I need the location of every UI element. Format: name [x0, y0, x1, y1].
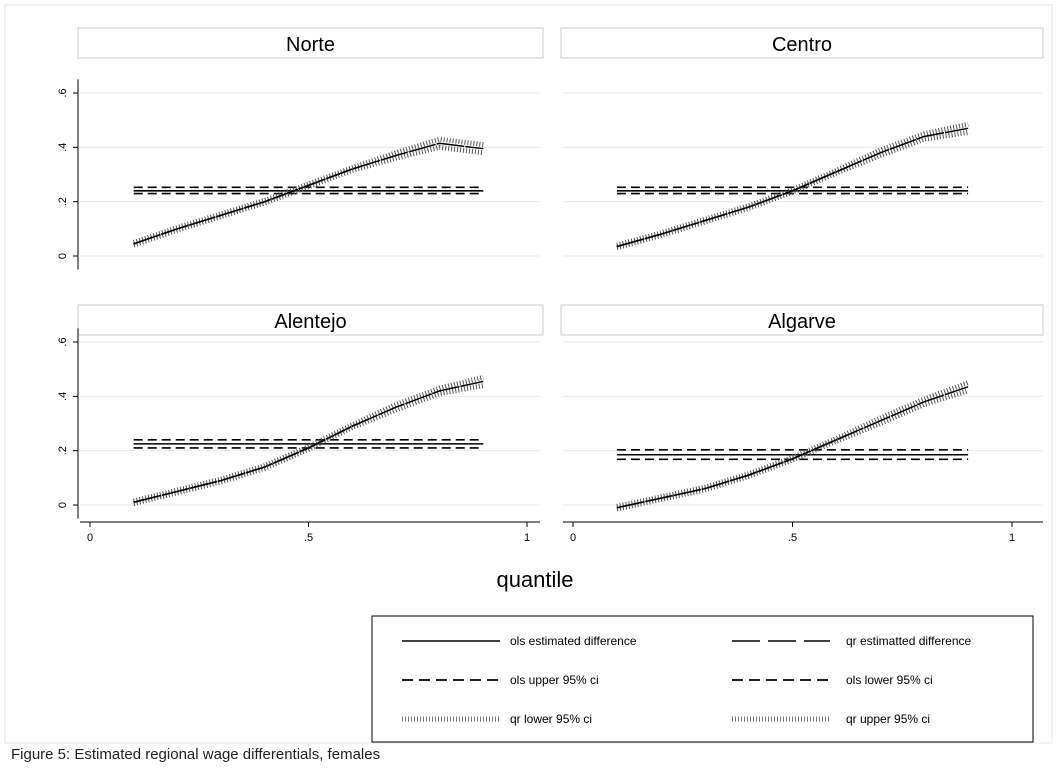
y-tick-label: 0: [57, 502, 69, 508]
qr-lower-ci-line: [616, 388, 969, 512]
qr-estimated-line: [616, 127, 969, 248]
legend-box: [371, 615, 1034, 743]
legend-label: ols upper 95% ci: [510, 673, 599, 687]
figure-caption: Figure 5: Estimated regional wage differ…: [11, 746, 381, 763]
y-tick-label: .6: [57, 337, 69, 346]
panel-alentejo: Alentejo 0 .2 .4 .6 0 .5 1: [57, 304, 544, 544]
qr-estimated-line: [133, 142, 484, 245]
y-tick-label: .2: [57, 197, 69, 206]
x-tick-label: 1: [1009, 532, 1015, 544]
y-tick-label: .6: [57, 88, 69, 97]
legend-label: ols lower 95% ci: [846, 673, 933, 687]
y-tick-label: 0: [57, 253, 69, 259]
panel-norte: Norte 0 .2 .4 .6: [57, 27, 544, 270]
qr-upper-ci-line: [133, 374, 484, 504]
y-tick-label: .2: [57, 446, 69, 455]
x-tick-label: 0: [570, 532, 576, 544]
x-tick-label: 0: [87, 532, 93, 544]
panel-title: Alentejo: [274, 311, 346, 333]
legend: ols estimated difference qr estimatted di…: [371, 615, 1034, 743]
panel-title-box: [560, 27, 1044, 59]
panel-algarve: Algarve 0 .5 1: [560, 304, 1044, 544]
qr-upper-ci-line: [616, 121, 969, 248]
y-tick-label: .4: [57, 143, 69, 152]
panel-title-box: [560, 304, 1044, 336]
panel-title: Norte: [286, 34, 335, 56]
qr-lower-ci-line: [132, 144, 484, 248]
qr-estimated-line: [133, 380, 484, 504]
x-tick-label: 1: [524, 532, 530, 544]
x-tick-label: .5: [304, 532, 313, 544]
qr-lower-ci-line: [133, 383, 484, 507]
legend-label: qr lower 95% ci: [510, 712, 592, 726]
panel-centro: Centro: [560, 27, 1044, 257]
y-tick-label: .4: [57, 392, 69, 401]
x-axis-title: quantile: [496, 567, 573, 592]
qr-lower-ci-line: [616, 129, 969, 251]
legend-label: ols estimated difference: [510, 634, 637, 648]
legend-label: qr estimatted difference: [846, 634, 972, 648]
x-tick-label: .5: [788, 532, 797, 544]
panel-title-box: [77, 27, 544, 59]
panel-title: Algarve: [768, 311, 836, 333]
legend-label: qr upper 95% ci: [846, 712, 930, 726]
qr-estimated-line: [616, 386, 969, 509]
panel-title-box: [77, 304, 544, 336]
panel-title: Centro: [772, 34, 832, 56]
